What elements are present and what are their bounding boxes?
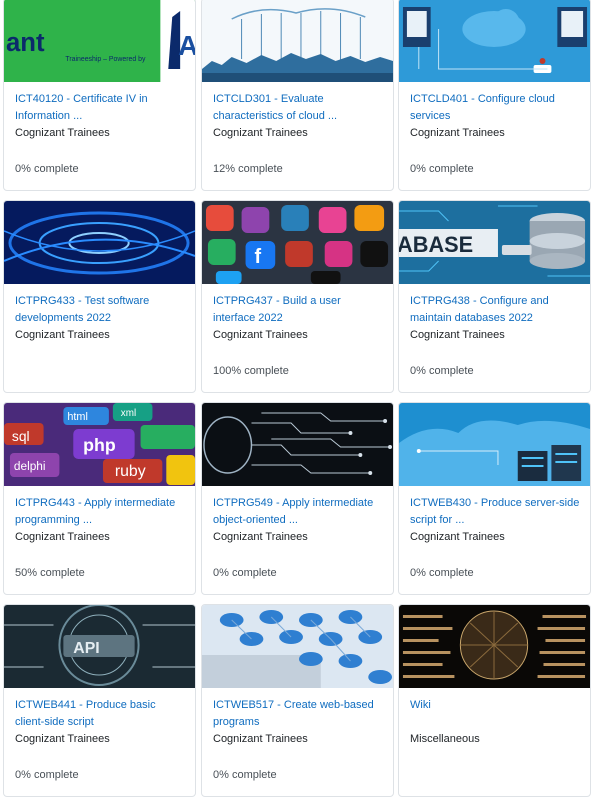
course-progress: 0% complete	[410, 567, 474, 579]
course-card[interactable]: ABASE ICTPRG438 - Configure and maintain…	[398, 200, 591, 393]
svg-text:f: f	[254, 246, 261, 268]
course-image[interactable]	[202, 605, 393, 688]
course-title-link[interactable]: ICTPRG433 - Test software developments 2…	[15, 295, 150, 324]
course-category: Cognizant Trainees	[15, 531, 110, 543]
course-title-link[interactable]: ICTCLD301 - Evaluate characteristics of …	[213, 93, 338, 122]
course-title-link[interactable]: ICTWEB430 - Produce server-side script f…	[410, 497, 580, 526]
course-title-link[interactable]: ICTPRG437 - Build a user interface 2022	[213, 295, 341, 324]
course-card[interactable]: ICTCLD301 - Evaluate characteristics of …	[201, 0, 394, 191]
course-card[interactable]: sql php ruby delphi html xml ICTPRG443 -…	[3, 402, 196, 595]
course-card[interactable]: Wiki Miscellaneous	[398, 604, 591, 797]
course-category: Cognizant Trainees	[15, 733, 110, 745]
course-card[interactable]: ICTWEB517 - Create web-based programs Co…	[201, 604, 394, 797]
image-word: ruby	[115, 463, 146, 480]
course-progress: 12% complete	[213, 163, 283, 175]
course-image[interactable]: A ant Traineeship – Powered by	[4, 0, 195, 82]
course-card[interactable]: ICTWEB430 - Produce server-side script f…	[398, 402, 591, 595]
image-brand-text: ant	[6, 29, 45, 57]
course-progress: 0% complete	[410, 365, 474, 377]
image-word: html	[67, 411, 88, 423]
image-word: xml	[121, 408, 136, 419]
image-word: delphi	[14, 459, 46, 473]
course-progress: 0% complete	[15, 769, 79, 781]
course-category: Cognizant Trainees	[213, 733, 308, 745]
course-image[interactable]: ABASE	[399, 201, 590, 284]
course-category: Cognizant Trainees	[213, 127, 308, 139]
image-banner-text: ABASE	[399, 232, 473, 257]
course-image[interactable]	[399, 0, 590, 82]
svg-text:A: A	[178, 30, 195, 61]
course-title-link[interactable]: ICTWEB517 - Create web-based programs	[213, 699, 374, 728]
course-category: Cognizant Trainees	[410, 329, 505, 341]
image-word: sql	[12, 428, 30, 444]
course-card[interactable]: ICTPRG549 - Apply intermediate object-or…	[201, 402, 394, 595]
image-word: php	[83, 435, 116, 455]
course-title-link[interactable]: ICTPRG549 - Apply intermediate object-or…	[213, 497, 374, 526]
course-card[interactable]: API ICTWEB441 - Produce basic client-sid…	[3, 604, 196, 797]
course-category: Cognizant Trainees	[15, 329, 110, 341]
course-title-link[interactable]: ICTPRG438 - Configure and maintain datab…	[410, 295, 549, 324]
course-progress: 0% complete	[213, 769, 277, 781]
course-title-link[interactable]: ICT40120 - Certificate IV in Information…	[15, 93, 148, 122]
course-category: Cognizant Trainees	[15, 127, 110, 139]
course-category: Cognizant Trainees	[213, 329, 308, 341]
course-progress: 0% complete	[213, 567, 277, 579]
image-brand-subtext: Traineeship – Powered by	[65, 56, 146, 63]
course-title-link[interactable]: ICTPRG443 - Apply intermediate programmi…	[15, 497, 176, 526]
course-category: Cognizant Trainees	[410, 531, 505, 543]
course-card[interactable]: ICTCLD401 - Configure cloud services Cog…	[398, 0, 591, 191]
course-card[interactable]: A ant Traineeship – Powered by ICT40120 …	[3, 0, 196, 191]
course-title-link[interactable]: ICTCLD401 - Configure cloud services	[410, 93, 555, 122]
course-category: Miscellaneous	[410, 733, 480, 745]
course-image[interactable]: f	[202, 201, 393, 284]
course-image[interactable]	[399, 605, 590, 688]
course-image[interactable]: API	[4, 605, 195, 688]
course-progress: 50% complete	[15, 567, 85, 579]
course-progress: 0% complete	[410, 163, 474, 175]
course-title-link[interactable]: Wiki	[410, 699, 431, 711]
course-card[interactable]: f ICTPRG437 - Build a user interface 202…	[201, 200, 394, 393]
course-category: Cognizant Trainees	[410, 127, 505, 139]
course-image[interactable]: sql php ruby delphi html xml	[4, 403, 195, 486]
course-image[interactable]	[4, 201, 195, 284]
course-progress: 100% complete	[213, 365, 289, 377]
course-image[interactable]	[202, 0, 393, 82]
course-category: Cognizant Trainees	[213, 531, 308, 543]
course-image[interactable]	[202, 403, 393, 486]
image-banner-text: API	[73, 640, 99, 657]
course-image[interactable]	[399, 403, 590, 486]
course-title-link[interactable]: ICTWEB441 - Produce basic client-side sc…	[15, 699, 156, 728]
course-progress: 0% complete	[15, 163, 79, 175]
course-card[interactable]: ICTPRG433 - Test software developments 2…	[3, 200, 196, 393]
